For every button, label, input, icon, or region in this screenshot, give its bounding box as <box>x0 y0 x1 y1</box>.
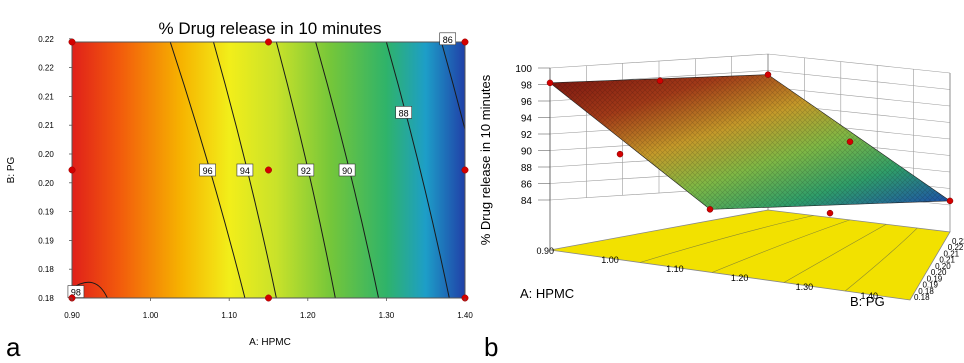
surface-chart-panel: 100 98 96 94 92 90 88 86 84 0.90 1.00 1.10 1.20 1.30 1… <box>478 0 964 362</box>
x-tick-label-3d: 1.30 <box>796 282 814 292</box>
contour-label: 98 <box>71 288 81 298</box>
x-axis-label: A: HPMC <box>249 337 291 348</box>
z-tick-label: 88 <box>521 163 533 174</box>
contour-label: 86 <box>443 35 453 45</box>
floor-plane <box>549 209 951 301</box>
design-point <box>461 38 469 46</box>
y-tick-label: 0.19 <box>38 208 54 217</box>
x-tick-label: 1.20 <box>300 311 316 320</box>
x-tick-label-3d: 1.10 <box>666 264 684 274</box>
floor-contour <box>783 224 887 283</box>
design-point <box>616 150 624 158</box>
z-tick-label: 98 <box>521 81 533 92</box>
floor-contour <box>711 219 850 273</box>
contour-label-box <box>338 163 356 177</box>
design-point <box>265 166 272 174</box>
y-axis-label: B: PG <box>6 156 17 183</box>
grid-line <box>549 53 951 74</box>
y-tick-label-3d: 0.21 <box>944 249 960 258</box>
z-tick-label: 94 <box>521 114 533 125</box>
z-tick-label: 84 <box>521 196 533 207</box>
y-tick-label: 0.21 <box>38 121 54 130</box>
z-tick-label: 86 <box>521 180 533 191</box>
design-point <box>546 79 554 87</box>
y-axis-label-3d: B: PG <box>850 294 885 309</box>
y-tick-label: 0.20 <box>38 179 54 188</box>
design-point <box>265 294 272 302</box>
y-tick-label-3d: 0.20 <box>931 268 947 277</box>
contour-label-box <box>395 106 412 119</box>
design-point <box>68 38 76 46</box>
x-tick-label-3d: 1.20 <box>731 273 749 283</box>
y-tick-label-3d: 0.18 <box>918 287 934 296</box>
z-tick-label: 90 <box>521 147 533 158</box>
contour-label: 90 <box>342 166 352 176</box>
x-tick-label: 1.40 <box>457 311 473 320</box>
x-tick-label-3d: 0.90 <box>536 246 554 256</box>
y-tick-label: 0.18 <box>38 294 54 303</box>
panel-label-b: b <box>484 332 499 362</box>
design-point <box>68 166 76 174</box>
contour-chart-panel: % Drug release in 10 minutes 98 96 94 92 90 8… <box>0 0 480 362</box>
design-point <box>706 206 714 213</box>
design-point <box>764 71 772 78</box>
x-tick-label-3d: 1.40 <box>860 291 878 301</box>
y-tick-label-3d: 0.20 <box>935 262 951 271</box>
contour-label: 94 <box>240 166 250 176</box>
y-tick-label: 0.22 <box>38 64 54 73</box>
design-point <box>461 166 469 174</box>
contour-line <box>440 42 465 132</box>
contour-label: 88 <box>399 108 409 118</box>
contour-chart: % Drug release in 10 minutes 98 96 94 92 90 8… <box>6 19 473 348</box>
contour-line <box>385 42 450 298</box>
y-tick-label: 0.21 <box>38 92 54 101</box>
chart-title: % Drug release in 10 minutes <box>158 19 381 38</box>
y-tick-label: 0.22 <box>38 35 54 44</box>
floor-contour <box>639 215 814 263</box>
contour-label: 96 <box>203 166 213 176</box>
design-point <box>265 38 272 46</box>
panel-label-a: a <box>6 332 21 362</box>
z-tick-label: 96 <box>521 97 533 108</box>
y-tick-label-3d: 0.22 <box>952 237 964 246</box>
surface-chart: 100 98 96 94 92 90 88 86 84 0.90 1.00 1.10 1.20 1.30 1… <box>478 53 964 309</box>
x-tick-label: 0.90 <box>64 311 80 320</box>
x-tick-label-3d: 1.00 <box>601 255 619 265</box>
surface-mesh <box>550 74 950 210</box>
floor-contour <box>845 227 918 292</box>
y-tick-label-3d: 0.18 <box>914 293 930 302</box>
z-tick-label: 100 <box>515 64 532 75</box>
contour-label-box <box>236 163 254 177</box>
y-tick-label-3d: 0.19 <box>927 274 943 283</box>
z-tick-label: 92 <box>521 130 533 141</box>
contour-label-box <box>199 163 216 177</box>
design-point <box>656 77 664 84</box>
z-axis-label: % Drug release in 10 minutes <box>480 74 493 245</box>
y-tick-label-3d: 0.22 <box>948 243 964 252</box>
design-point <box>826 209 834 217</box>
y-tick-label: 0.19 <box>38 236 54 245</box>
x-tick-label: 1.30 <box>379 311 395 320</box>
y-tick-label-3d: 0.19 <box>922 281 938 290</box>
x-axis-label-3d: A: HPMC <box>520 286 574 301</box>
design-point <box>846 138 854 145</box>
x-tick-label: 1.00 <box>143 311 159 320</box>
y-tick-label-3d: 0.21 <box>939 256 955 265</box>
x-tick-label: 1.10 <box>221 311 237 320</box>
design-point <box>946 197 954 205</box>
contour-label-box <box>297 163 315 177</box>
y-tick-label: 0.18 <box>38 265 54 274</box>
contour-label: 92 <box>301 166 311 176</box>
contour-label-box <box>439 32 457 46</box>
y-tick-label: 0.20 <box>38 150 54 159</box>
